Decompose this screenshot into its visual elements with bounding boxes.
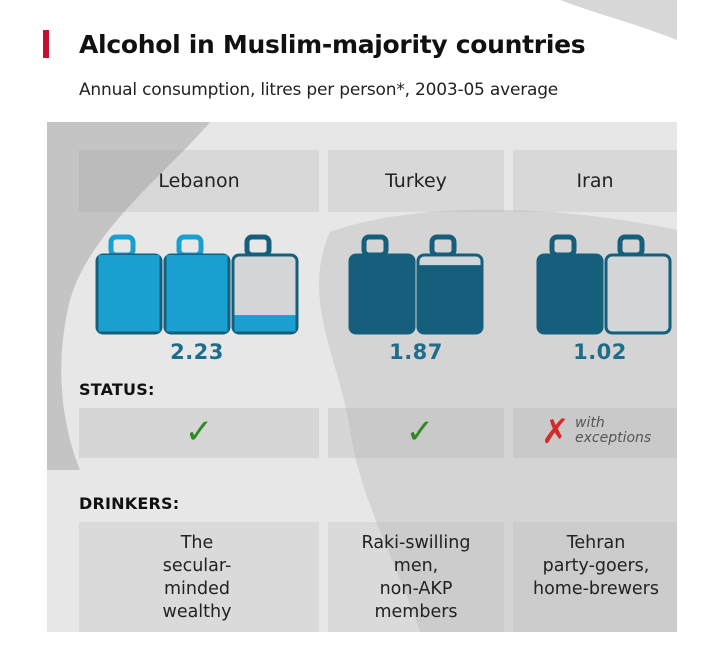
status-note-iran: with exceptions bbox=[575, 415, 652, 446]
status-box-iran bbox=[513, 408, 677, 458]
country-label-turkey: Turkey bbox=[385, 170, 447, 192]
bottle-fill-lebanon bbox=[166, 255, 228, 332]
background-blob bbox=[47, 122, 210, 470]
bottle-fill-lebanon bbox=[234, 315, 296, 332]
drinkers-text-turkey: Raki-swilling men, non-AKP members bbox=[361, 533, 471, 622]
status-box-lebanon bbox=[79, 408, 319, 458]
value-label-lebanon: 2.23 bbox=[170, 340, 224, 364]
header-box-lebanon bbox=[79, 150, 319, 212]
header-box-iran bbox=[513, 150, 677, 212]
bottle-iran bbox=[604, 253, 672, 335]
bottle-fill-turkey bbox=[351, 255, 413, 332]
accent-bar bbox=[43, 30, 49, 58]
drinkers-box-turkey bbox=[328, 522, 504, 632]
bottle-fill-turkey bbox=[419, 265, 481, 332]
country-label-iran: Iran bbox=[576, 170, 614, 192]
drinkers-box-lebanon bbox=[79, 522, 319, 632]
drinkers-text-lebanon: The secular- minded wealthy bbox=[162, 533, 232, 622]
drinkers-box-iran bbox=[513, 522, 677, 632]
bottle-fill-lebanon bbox=[98, 255, 160, 332]
cross-icon: ✗ bbox=[541, 412, 570, 452]
bottle-lebanon bbox=[231, 253, 299, 335]
country-label-lebanon: Lebanon bbox=[158, 170, 240, 192]
check-icon: ✓ bbox=[405, 412, 435, 452]
drinkers-text-iran: Tehran party-goers, home-brewers bbox=[532, 533, 659, 599]
check-icon: ✓ bbox=[184, 412, 214, 452]
status-box-turkey bbox=[328, 408, 504, 458]
bottle-fill-iran bbox=[539, 255, 601, 332]
status-heading: STATUS: bbox=[79, 380, 155, 399]
value-label-iran: 1.02 bbox=[573, 340, 627, 364]
background-blob bbox=[560, 0, 677, 40]
chart-title: Alcohol in Muslim-majority countries bbox=[79, 30, 586, 59]
value-label-turkey: 1.87 bbox=[389, 340, 443, 364]
chart-subtitle: Annual consumption, litres per person*, … bbox=[79, 80, 559, 100]
drinkers-heading: DRINKERS: bbox=[79, 494, 180, 513]
header-box-turkey bbox=[328, 150, 504, 212]
